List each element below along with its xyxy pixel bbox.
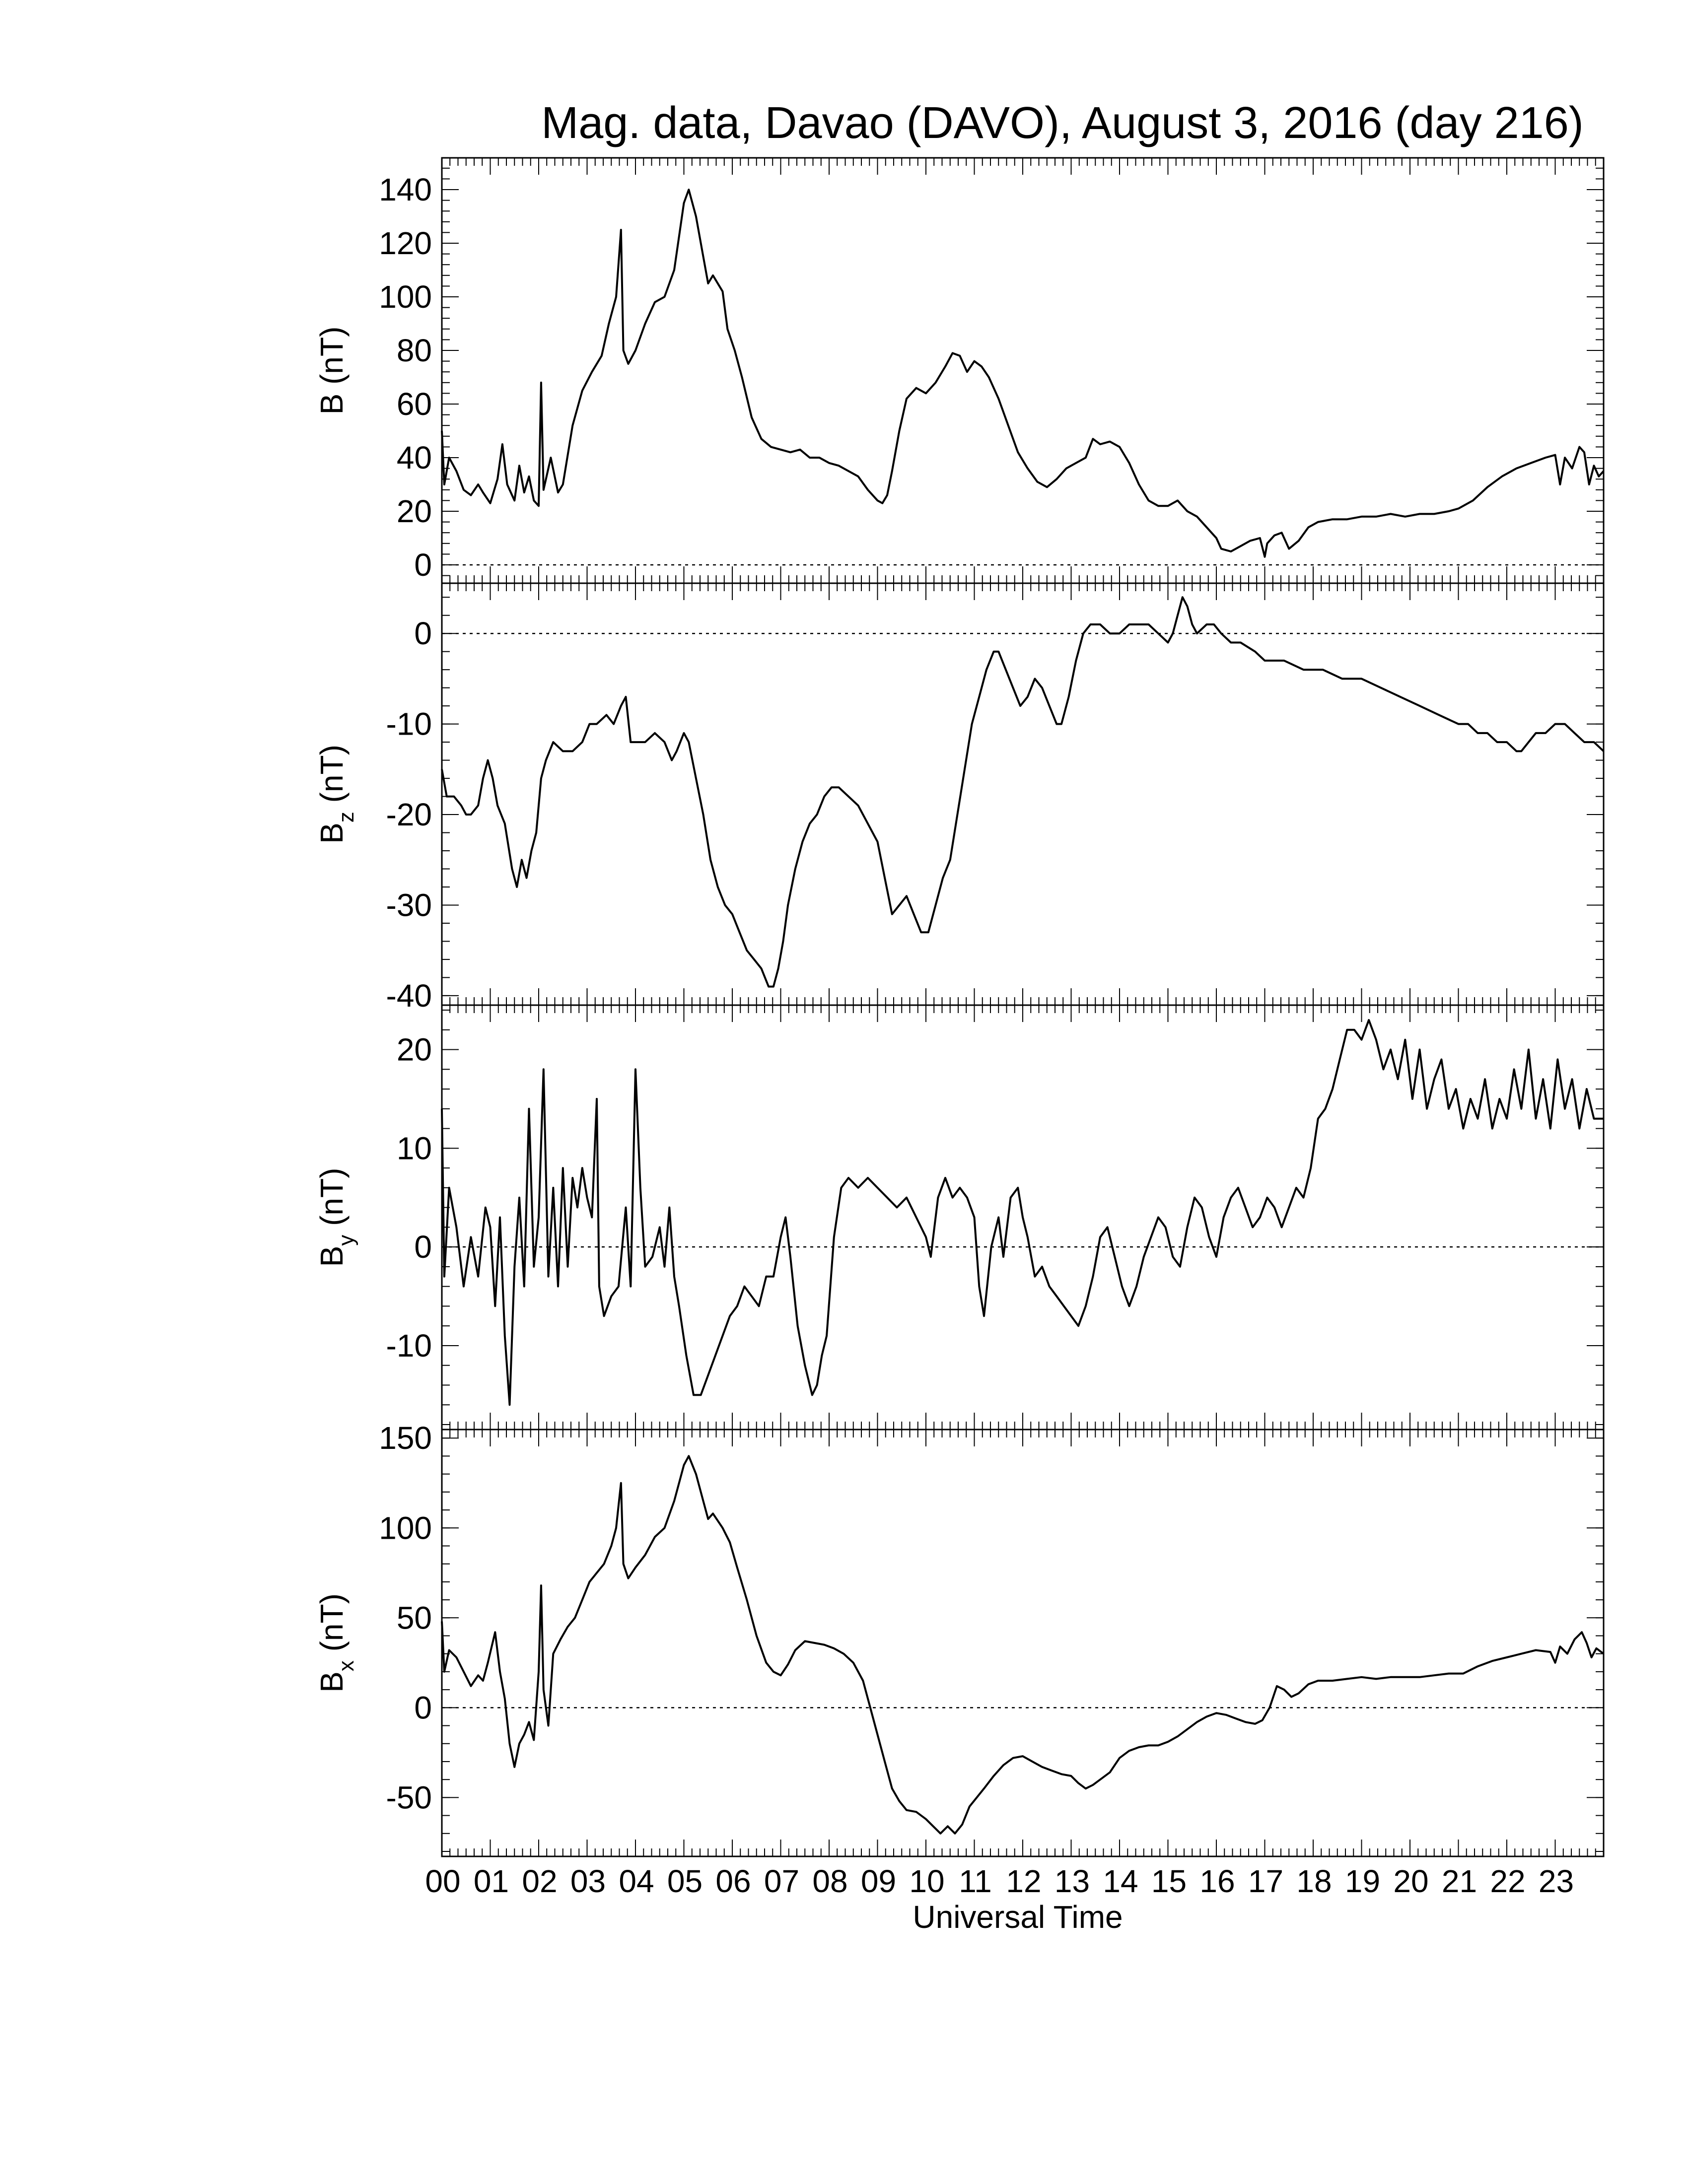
x-tick-label: 21	[1442, 1863, 1477, 1899]
y-axis-label-Bx: Bx (nT)	[314, 1593, 358, 1693]
y-tick-label: 0	[414, 547, 432, 583]
y-tick-label: -10	[386, 1328, 432, 1364]
y-tick-label: 140	[379, 172, 432, 207]
x-tick-label: 07	[764, 1863, 799, 1899]
y-axis-label-Bz: Bz (nT)	[314, 745, 358, 844]
y-axis-label-By: By (nT)	[314, 1168, 358, 1267]
x-tick-label: 09	[861, 1863, 896, 1899]
x-tick-labels: 00 01 02 03 04 05 06 07 08 09 10 11 12 13 14 15 16 17 18 19…	[425, 1863, 1574, 1899]
y-tick-label: -10	[386, 706, 432, 742]
series-line-B	[441, 189, 1605, 558]
series-line-Bx	[441, 1455, 1605, 1835]
x-tick-label: 11	[959, 1863, 991, 1899]
y-tick-label: -30	[386, 887, 432, 923]
series-line-By	[441, 1019, 1604, 1406]
y-tick-label: 50	[397, 1600, 432, 1636]
x-tick-label: 05	[667, 1863, 703, 1899]
panel-Bz: -40 -30 -20 -10 0 Bz (nT)	[314, 582, 1605, 1014]
y-tick-label: -40	[386, 978, 432, 1014]
y-tick-label: 20	[397, 493, 432, 529]
y-tick-label: 20	[397, 1032, 432, 1068]
x-tick-label: 14	[1103, 1863, 1138, 1899]
x-tick-label: 15	[1151, 1863, 1187, 1899]
x-tick-label: 03	[570, 1863, 606, 1899]
y-axis-label-B: B (nT)	[314, 327, 350, 415]
x-tick-label: 04	[619, 1863, 654, 1899]
x-tick-label: 06	[715, 1863, 751, 1899]
y-tick-label: -50	[386, 1779, 432, 1815]
y-tick-label: 10	[397, 1130, 432, 1166]
x-tick-label: 18	[1296, 1863, 1332, 1899]
x-axis-label: Universal Time	[913, 1899, 1123, 1935]
y-tick-label: 120	[379, 225, 432, 261]
panel-B: 0 20 40 60 80 100 120 140 B (nT)	[314, 157, 1605, 584]
panel-By: -10 0 10 20 By (nT)	[314, 1004, 1605, 1431]
x-tick-label: 20	[1393, 1863, 1428, 1899]
y-tick-label: 0	[414, 1229, 432, 1265]
x-tick-label: 22	[1490, 1863, 1525, 1899]
x-tick-label: 23	[1539, 1863, 1574, 1899]
y-tick-label: 100	[379, 1510, 432, 1546]
x-tick-label: 17	[1248, 1863, 1283, 1899]
x-tick-label: 12	[1006, 1863, 1041, 1899]
x-tick-label: 16	[1199, 1863, 1235, 1899]
y-tick-label: 0	[414, 615, 432, 651]
y-tick-label: -20	[386, 797, 432, 832]
x-tick-label: 08	[812, 1863, 847, 1899]
x-tick-label: 01	[474, 1863, 509, 1899]
chart-title: Mag. data, Davao (DAVO), August 3, 2016 …	[541, 98, 1584, 148]
panel-Bx: -50 0 50 100 150 Bx (nT)	[314, 1420, 1605, 1857]
x-tick-label: 02	[522, 1863, 557, 1899]
y-tick-label: 100	[379, 279, 432, 315]
x-tick-label: 19	[1345, 1863, 1380, 1899]
y-tick-label: 150	[379, 1420, 432, 1456]
y-tick-label: 0	[414, 1690, 432, 1725]
y-tick-label: 80	[397, 333, 432, 368]
x-tick-label: 10	[909, 1863, 944, 1899]
x-tick-label: 13	[1055, 1863, 1090, 1899]
y-tick-label: 60	[397, 386, 432, 422]
y-tick-label: 40	[397, 440, 432, 476]
x-tick-label: 00	[425, 1863, 460, 1899]
series-line-Bz	[441, 596, 1605, 988]
